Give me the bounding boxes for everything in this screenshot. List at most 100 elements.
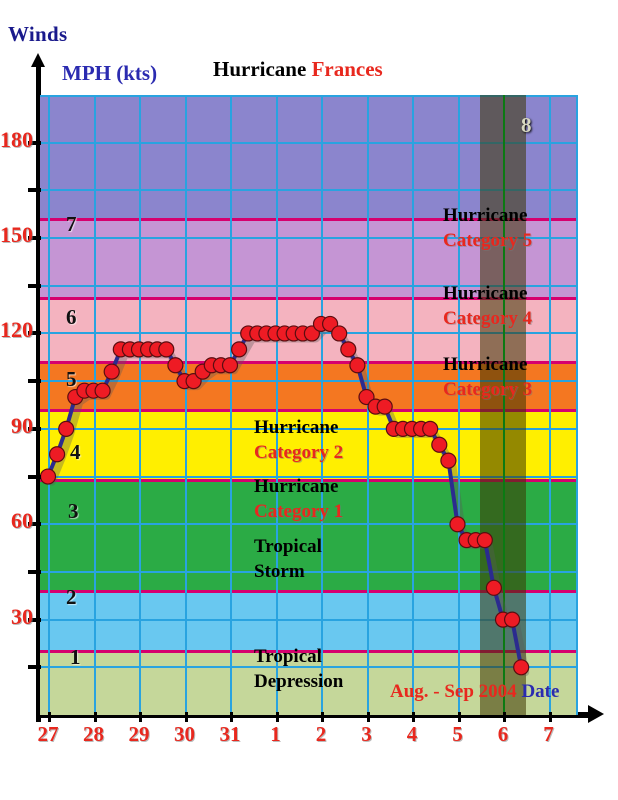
x-axis-tick-label: 3 bbox=[361, 722, 372, 746]
vertical-gridline bbox=[230, 95, 232, 715]
vertical-gridline bbox=[275, 95, 278, 715]
x-axis-tick bbox=[412, 712, 415, 722]
x-axis-tick bbox=[503, 712, 506, 722]
x-axis-tick-label: 28 bbox=[83, 722, 104, 746]
y-axis-tick bbox=[28, 569, 41, 574]
y-axis-tick bbox=[28, 140, 41, 145]
x-axis-tick-label: 5 bbox=[452, 722, 463, 746]
vertical-gridline bbox=[184, 95, 187, 715]
y-axis-tick bbox=[28, 331, 41, 336]
x-axis-tick bbox=[548, 712, 552, 722]
scale-number-3: 3 bbox=[68, 499, 79, 523]
y-axis-tick bbox=[28, 617, 41, 622]
category-label-tropical-storm: Tropical Storm bbox=[254, 534, 322, 584]
category-label-line2: Category 2 bbox=[254, 442, 344, 463]
category-label-line2: Category 5 bbox=[443, 230, 533, 251]
scale-number-1: 1 bbox=[70, 645, 81, 669]
scale-number-6: 6 bbox=[66, 305, 77, 329]
y-axis-tick-label: 180 bbox=[0, 126, 33, 152]
category-label-hurricane-category-5: Hurricane Category 5 bbox=[443, 203, 532, 253]
y-axis-tick bbox=[28, 665, 41, 670]
plot-area bbox=[40, 95, 578, 715]
scale-number-5: 5 bbox=[66, 367, 77, 391]
x-axis-tick bbox=[93, 712, 97, 722]
plot-top-border bbox=[40, 95, 578, 97]
x-axis-caption-period: Aug. - Sep 2004 bbox=[390, 681, 517, 702]
y-axis-tick bbox=[28, 283, 41, 288]
category-label-line2: Depression bbox=[254, 671, 344, 692]
category-label-line2: Category 4 bbox=[443, 308, 533, 329]
scale-number-4: 4 bbox=[70, 440, 81, 464]
chart-title-storm: Frances bbox=[311, 57, 383, 81]
y-axis-tick-label: 150 bbox=[0, 222, 33, 248]
vertical-gridline bbox=[321, 95, 323, 715]
y-axis-tick bbox=[28, 379, 41, 384]
y-axis-tick bbox=[28, 188, 41, 193]
x-axis-tick bbox=[230, 712, 233, 722]
category-label-line2: Storm bbox=[254, 561, 305, 582]
chart-title-main: Hurricane bbox=[213, 57, 307, 81]
vertical-gridline bbox=[48, 95, 50, 715]
category-label-tropical-depression: Tropical Depression bbox=[254, 644, 343, 694]
y-axis-unit-label: MPH (kts) bbox=[62, 61, 158, 85]
x-axis-tick-label: 1 bbox=[270, 722, 281, 746]
y-axis-arrow-icon bbox=[31, 53, 45, 67]
plot-right-border bbox=[576, 95, 578, 715]
chart-title: Hurricane Frances bbox=[213, 57, 383, 82]
vertical-gridline bbox=[366, 95, 369, 715]
category-label-line1: Tropical bbox=[254, 646, 322, 667]
category-label-hurricane-category-3: Hurricane Category 3 bbox=[443, 352, 532, 402]
category-label-line2: Category 1 bbox=[254, 501, 344, 522]
x-axis-tick-label: 27 bbox=[37, 722, 59, 746]
horizontal-gridline bbox=[40, 237, 578, 240]
vertical-gridline bbox=[412, 95, 414, 715]
x-axis-tick-label: 7 bbox=[543, 722, 554, 746]
category-label-line1: Hurricane bbox=[443, 283, 528, 304]
x-axis-caption-date: Date bbox=[521, 681, 560, 702]
scale-number-7: 7 bbox=[66, 212, 77, 236]
vertical-gridline bbox=[548, 95, 551, 715]
y-axis-tick-label: 90 bbox=[11, 412, 33, 438]
category-label-line2: Category 3 bbox=[443, 379, 533, 400]
horizontal-gridline bbox=[40, 189, 578, 192]
x-axis-tick bbox=[48, 712, 51, 722]
category-label-line1: Hurricane bbox=[254, 417, 339, 438]
horizontal-gridline bbox=[40, 141, 578, 144]
scale-number-8: 8 bbox=[521, 113, 532, 137]
x-axis-tick-label: 2 bbox=[315, 722, 327, 746]
x-axis-tick-label: 29 bbox=[128, 722, 150, 746]
x-axis-tick bbox=[366, 712, 370, 722]
category-label-hurricane-category-1: Hurricane Category 1 bbox=[254, 474, 343, 524]
scale-number-2: 2 bbox=[66, 585, 77, 609]
y-axis-tick-label: 60 bbox=[11, 508, 33, 534]
y-axis-tick bbox=[28, 236, 41, 241]
y-axis-tick bbox=[28, 522, 41, 527]
y-axis-tick bbox=[28, 474, 41, 479]
y-axis-tick bbox=[28, 426, 41, 431]
category-label-line1: Hurricane bbox=[443, 205, 528, 226]
vertical-gridline bbox=[139, 95, 141, 715]
x-axis-tick bbox=[139, 712, 142, 722]
y-axis-line bbox=[36, 62, 41, 722]
x-axis-tick bbox=[184, 712, 188, 722]
y-axis-title-winds: Winds bbox=[8, 22, 68, 46]
y-axis-tick-label: 120 bbox=[0, 317, 33, 343]
x-axis-line bbox=[36, 712, 592, 718]
category-label-line1: Tropical bbox=[254, 536, 322, 557]
y-axis-tick-label: 30 bbox=[11, 603, 33, 629]
x-axis-tick-label: 6 bbox=[497, 722, 509, 746]
x-axis-tick-label: 31 bbox=[219, 722, 241, 746]
category-label-line1: Hurricane bbox=[254, 476, 339, 497]
x-axis-tick bbox=[275, 712, 279, 722]
highlight-day-center-line bbox=[503, 95, 505, 715]
x-axis-tick-label: 30 bbox=[174, 722, 195, 746]
x-axis-tick bbox=[457, 712, 461, 722]
horizontal-gridline bbox=[40, 284, 578, 287]
x-axis-arrow-icon bbox=[588, 705, 604, 723]
category-label-line1: Hurricane bbox=[443, 354, 528, 375]
x-axis-caption: Aug. - Sep 2004 Date bbox=[390, 681, 559, 703]
band-separator bbox=[40, 297, 578, 301]
band-separator bbox=[40, 218, 578, 221]
vertical-gridline bbox=[457, 95, 460, 715]
vertical-gridline bbox=[93, 95, 96, 715]
